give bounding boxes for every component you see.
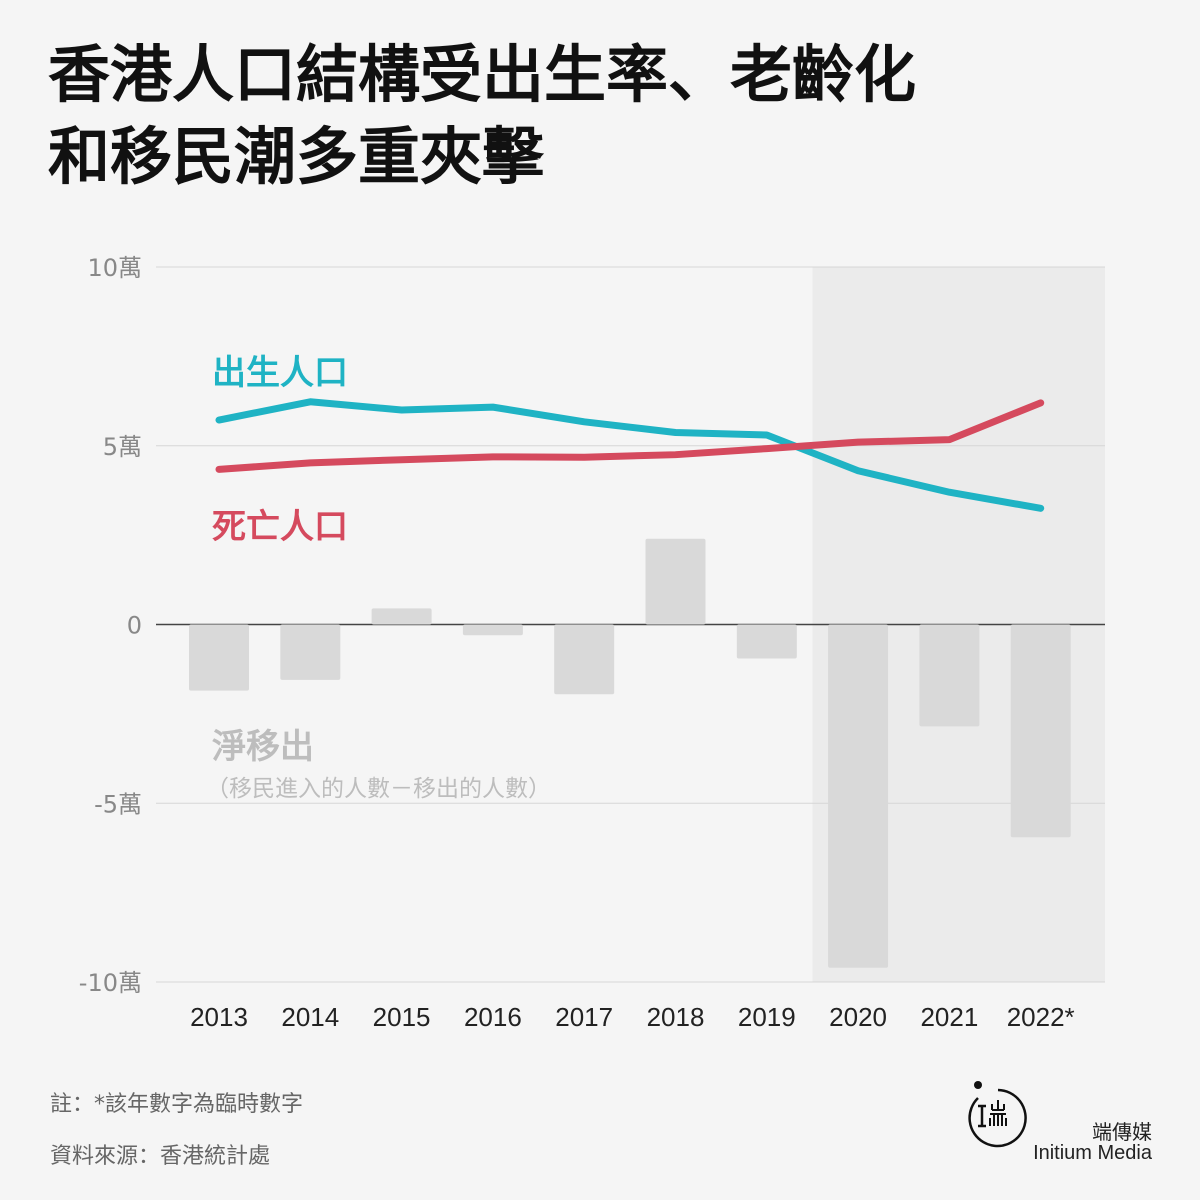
net-migration-bar-2014 [280, 624, 341, 680]
x-tick-label-2: 2015 [373, 1002, 431, 1032]
title-line-1: 香港人口結構受出生率、老齡化 [48, 38, 917, 111]
x-tick-label-1: 2014 [281, 1002, 339, 1032]
title-line-2: 和移民潮多重夾擊 [48, 120, 545, 193]
y-tick-label-3: -5萬 [94, 790, 142, 818]
net-migration-bar-2019 [736, 624, 797, 659]
net-migration-sublabel: （移民進入的人數－移出的人數） [206, 776, 551, 802]
net-migration-label: 淨移出 [212, 727, 314, 767]
x-tick-label-5: 2018 [647, 1002, 705, 1032]
series-line-1 [215, 399, 1045, 473]
net-migration-bar-2022* [1010, 624, 1071, 838]
x-tick-label-8: 2021 [920, 1002, 978, 1032]
deaths-label: 死亡人口 [212, 507, 348, 547]
y-tick-label-1: 5萬 [103, 433, 142, 461]
net-migration-bar-2020 [828, 624, 889, 968]
x-tick-label-9: 2022* [1007, 1002, 1075, 1032]
net-migration-bar-2018 [645, 538, 706, 625]
x-tick-label-0: 2013 [190, 1002, 248, 1032]
y-tick-label-0: 10萬 [87, 254, 142, 282]
x-tick-label-7: 2020 [829, 1002, 887, 1032]
net-migration-bar-2013 [189, 624, 249, 691]
x-tick-label-4: 2017 [555, 1002, 613, 1032]
net-migration-bar-2021 [919, 624, 980, 727]
population-chart: 10萬 5萬 0 -5萬 -10萬 2013 2014 2015 2016 2017 2018 201… [79, 254, 1105, 1032]
brand-name-chinese: 端傳媒 [1092, 1120, 1152, 1144]
chart-title: 香港人口結構受出生率、老齡化 和移民潮多重夾擊 [48, 34, 1148, 198]
initium-logo-icon [968, 1081, 1027, 1148]
brand-name-english: Initium Media [1033, 1142, 1152, 1164]
series-line-0 [215, 398, 1045, 512]
footnote-source: 資料來源：香港統計處 [50, 1144, 271, 1169]
net-migration-bar-2015 [371, 608, 432, 625]
net-migration-bar-2017 [554, 624, 615, 695]
footnote-provisional: 註：*該年數字為臨時數字 [50, 1092, 304, 1117]
x-tick-label-6: 2019 [738, 1002, 796, 1032]
x-tick-label-3: 2016 [464, 1002, 522, 1032]
y-tick-label-4: -10萬 [79, 969, 142, 997]
net-migration-bar-2016 [462, 624, 523, 636]
y-tick-label-2: 0 [127, 612, 142, 640]
births-label: 出生人口 [212, 353, 348, 393]
